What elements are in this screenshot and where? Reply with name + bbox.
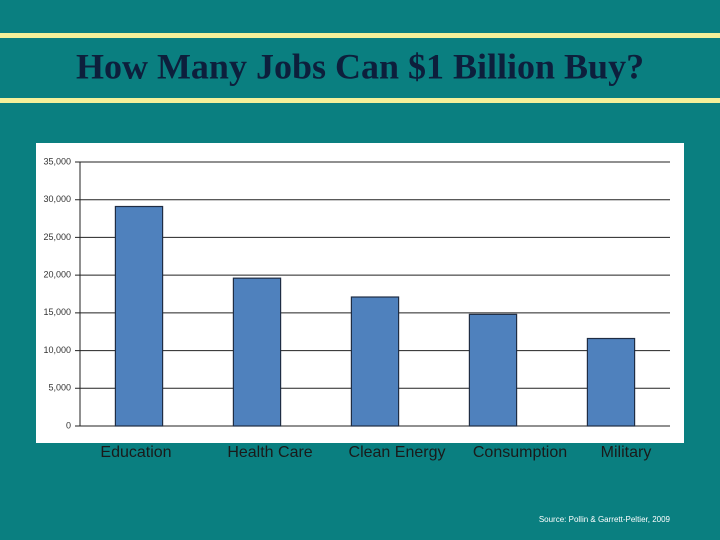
bar	[232, 277, 282, 427]
x-tick-label: Health Care	[227, 444, 312, 461]
y-tick-label: 0	[66, 420, 71, 430]
y-tick-label: 35,000	[43, 156, 71, 166]
bar	[468, 313, 518, 427]
x-tick-label: Consumption	[473, 444, 567, 461]
y-tick-label: 25,000	[43, 232, 71, 242]
y-tick-label: 20,000	[43, 270, 71, 280]
source-note: Source: Pollin & Garrett-Peltier, 2009	[539, 515, 671, 524]
y-tick-label: 5,000	[48, 383, 71, 393]
x-tick-label: Military	[601, 444, 652, 461]
y-tick-label: 10,000	[43, 345, 71, 355]
x-tick-label: Education	[100, 444, 171, 461]
y-tick-label: 15,000	[43, 307, 71, 317]
chart-title: How Many Jobs Can $1 Billion Buy?	[76, 46, 644, 86]
title-rule-top	[0, 33, 720, 38]
bar	[114, 205, 164, 427]
y-tick-label: 30,000	[43, 194, 71, 204]
bar	[586, 337, 636, 427]
x-tick-label: Clean Energy	[349, 444, 446, 461]
bar	[350, 296, 400, 427]
title-rule-bottom	[0, 98, 720, 103]
